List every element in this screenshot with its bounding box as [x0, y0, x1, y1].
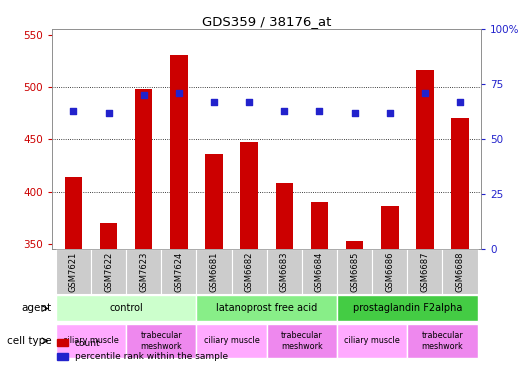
- Bar: [126, 324, 197, 358]
- Text: prostaglandin F2alpha: prostaglandin F2alpha: [353, 303, 462, 314]
- Point: [245, 99, 253, 105]
- Bar: [205, 154, 223, 249]
- Bar: [407, 324, 477, 358]
- Text: GSM7624: GSM7624: [174, 251, 184, 292]
- Bar: [267, 249, 302, 294]
- Text: agent: agent: [21, 303, 52, 314]
- Bar: [407, 249, 442, 294]
- Text: trabecular
meshwork: trabecular meshwork: [140, 331, 182, 351]
- Bar: [267, 324, 337, 358]
- Bar: [100, 223, 117, 249]
- Legend: count, percentile rank within the sample: count, percentile rank within the sample: [57, 339, 228, 362]
- Text: GSM7621: GSM7621: [69, 251, 78, 292]
- Text: ciliary muscle: ciliary muscle: [63, 336, 119, 345]
- Bar: [241, 142, 258, 249]
- Bar: [372, 249, 407, 294]
- Point: [140, 92, 148, 98]
- Text: GSM6687: GSM6687: [420, 251, 429, 292]
- Text: trabecular
meshwork: trabecular meshwork: [422, 331, 463, 351]
- Text: ciliary muscle: ciliary muscle: [203, 336, 259, 345]
- Bar: [65, 177, 82, 249]
- Bar: [346, 241, 363, 249]
- Text: latanoprost free acid: latanoprost free acid: [216, 303, 317, 314]
- Bar: [276, 183, 293, 249]
- Text: ciliary muscle: ciliary muscle: [344, 336, 400, 345]
- Text: GSM6686: GSM6686: [385, 251, 394, 292]
- Bar: [381, 206, 399, 249]
- Bar: [311, 202, 328, 249]
- Bar: [337, 324, 407, 358]
- Bar: [442, 249, 477, 294]
- Bar: [91, 249, 126, 294]
- Bar: [302, 249, 337, 294]
- Point: [175, 90, 183, 96]
- Point: [69, 108, 77, 113]
- Text: cell type: cell type: [7, 336, 52, 346]
- Bar: [197, 295, 337, 321]
- Bar: [56, 249, 91, 294]
- Bar: [451, 118, 469, 249]
- Point: [315, 108, 324, 113]
- Point: [456, 99, 464, 105]
- Point: [350, 110, 359, 116]
- Bar: [135, 89, 153, 249]
- Text: trabecular
meshwork: trabecular meshwork: [281, 331, 323, 351]
- Bar: [197, 324, 267, 358]
- Text: GSM6684: GSM6684: [315, 251, 324, 292]
- Text: GSM6685: GSM6685: [350, 251, 359, 292]
- Bar: [170, 56, 188, 249]
- Point: [210, 99, 218, 105]
- Title: GDS359 / 38176_at: GDS359 / 38176_at: [202, 15, 332, 28]
- Bar: [56, 295, 197, 321]
- Text: control: control: [109, 303, 143, 314]
- Point: [280, 108, 289, 113]
- Bar: [126, 249, 161, 294]
- Text: GSM7623: GSM7623: [139, 251, 148, 292]
- Text: GSM6688: GSM6688: [456, 251, 464, 292]
- Text: GSM7622: GSM7622: [104, 251, 113, 292]
- Bar: [161, 249, 197, 294]
- Text: GSM6683: GSM6683: [280, 251, 289, 292]
- Bar: [416, 70, 434, 249]
- Point: [420, 90, 429, 96]
- Text: GSM6681: GSM6681: [210, 251, 219, 292]
- Text: GSM6682: GSM6682: [245, 251, 254, 292]
- Bar: [197, 249, 232, 294]
- Bar: [337, 249, 372, 294]
- Bar: [232, 249, 267, 294]
- Point: [105, 110, 113, 116]
- Bar: [337, 295, 477, 321]
- Point: [385, 110, 394, 116]
- Bar: [56, 324, 126, 358]
